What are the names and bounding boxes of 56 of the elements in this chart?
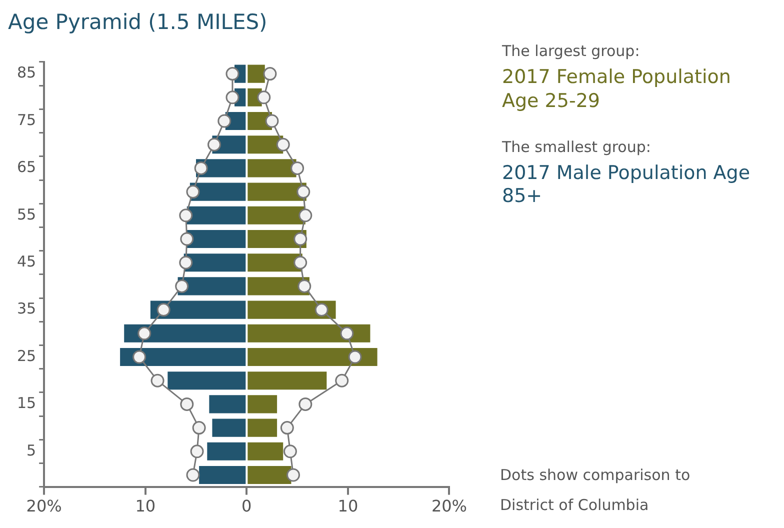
point bbox=[179, 256, 193, 270]
y-tick-label: 15 bbox=[16, 394, 36, 412]
point bbox=[257, 90, 271, 104]
point bbox=[186, 185, 200, 199]
y-tick-label: 65 bbox=[16, 158, 36, 176]
text: The smallest group: bbox=[502, 138, 652, 156]
y-tick-label: 75 bbox=[16, 110, 36, 129]
chart-title: Age Pyramid (1.5 MILES) bbox=[8, 10, 268, 34]
point bbox=[180, 397, 194, 411]
point bbox=[340, 326, 354, 340]
y-tick-label: 45 bbox=[16, 252, 36, 270]
point bbox=[194, 161, 208, 175]
point bbox=[226, 67, 240, 81]
point bbox=[314, 303, 328, 317]
point bbox=[280, 421, 294, 435]
point bbox=[186, 468, 200, 482]
y-tick-label: 85 bbox=[16, 64, 36, 82]
point bbox=[298, 279, 312, 293]
point bbox=[298, 397, 312, 411]
point bbox=[150, 374, 164, 388]
y-tick-label: 5 bbox=[26, 441, 36, 460]
point bbox=[298, 208, 312, 222]
point bbox=[226, 90, 240, 104]
x-tick-label: 10 bbox=[338, 496, 358, 516]
point bbox=[335, 374, 349, 388]
point bbox=[180, 232, 194, 246]
point bbox=[156, 303, 170, 317]
point bbox=[138, 326, 152, 340]
point bbox=[348, 350, 362, 364]
point bbox=[296, 185, 310, 199]
point bbox=[192, 421, 206, 435]
point bbox=[283, 444, 297, 458]
text: Dots show comparison to District of Columbia bbox=[500, 465, 692, 516]
x-tick-label: 0 bbox=[242, 496, 252, 516]
text: 2017 Female Population Age 25-29 bbox=[502, 66, 732, 114]
point bbox=[290, 161, 304, 175]
text: The largest group: bbox=[502, 42, 641, 60]
point bbox=[218, 114, 232, 128]
point bbox=[276, 138, 290, 152]
point bbox=[175, 279, 189, 293]
point bbox=[207, 138, 221, 152]
x-tick-label: 20% bbox=[26, 496, 62, 516]
text: 2017 Male Population Age 85+ bbox=[502, 162, 752, 209]
y-tick-label: 55 bbox=[16, 205, 36, 224]
y-tick-label: 35 bbox=[16, 300, 36, 318]
y-tick-label: 25 bbox=[16, 346, 36, 365]
point bbox=[286, 468, 300, 482]
point bbox=[263, 67, 277, 81]
x-tick-label: 20% bbox=[431, 496, 467, 516]
point bbox=[294, 232, 308, 246]
point bbox=[179, 208, 193, 222]
point bbox=[294, 256, 308, 270]
point bbox=[265, 114, 279, 128]
point bbox=[132, 350, 146, 364]
x-tick-label: 10 bbox=[135, 496, 156, 516]
point bbox=[190, 444, 204, 458]
